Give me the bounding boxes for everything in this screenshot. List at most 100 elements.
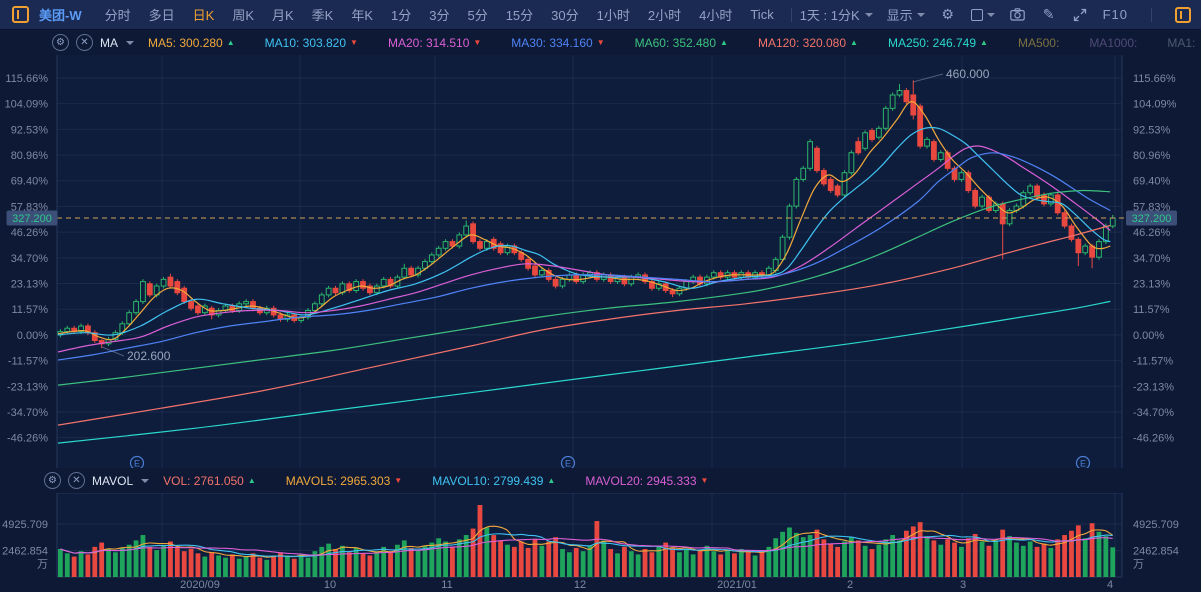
mavol-indicator-bar: ⚙ ✕ MAVOL VOL: 2761.050 ▲ MAVOL5: 2965.303…	[0, 468, 1201, 493]
svg-text:460.000: 460.000	[946, 67, 990, 81]
tab-月K[interactable]: 月K	[271, 8, 294, 23]
ma-line-ma10	[57, 126, 1111, 336]
indicator-value-ma60[interactable]: MA60: 352.480 ▲	[634, 35, 728, 50]
svg-text:46.26%: 46.26%	[11, 227, 49, 239]
chevron-down-icon	[916, 12, 925, 17]
indicator-value-ma30[interactable]: MA30: 334.160 ▼	[511, 35, 605, 50]
layout-box-icon	[970, 8, 983, 21]
tab-3分[interactable]: 3分	[429, 8, 450, 23]
ma-lines	[57, 101, 1111, 444]
right-panel-toggle-icon[interactable]	[1175, 6, 1191, 23]
ma-values: MA5: 300.280 ▲ MA10: 303.820 ▼ MA20: 314.510…	[148, 36, 1201, 50]
fullscreen-icon[interactable]	[1072, 7, 1088, 23]
indicator-value-ma120[interactable]: MA120: 320.080 ▲	[757, 35, 858, 50]
svg-text:92.53%: 92.53%	[1133, 124, 1171, 136]
svg-text:34.70%: 34.70%	[11, 253, 49, 265]
svg-text:-46.26%: -46.26%	[7, 433, 48, 445]
up-arrow-icon: ▲	[226, 38, 235, 47]
indicator-close-icon[interactable]: ✕	[76, 34, 93, 51]
draw-pencil-icon[interactable]: ✎	[1042, 6, 1055, 22]
svg-text:69.40%: 69.40%	[1133, 176, 1171, 188]
stock-name[interactable]: 美团-W	[39, 8, 82, 23]
tab-1小时[interactable]: 1小时	[596, 8, 630, 23]
svg-text:2020/09: 2020/09	[180, 579, 220, 591]
svg-text:80.96%: 80.96%	[11, 150, 49, 162]
indicator-value-ma5[interactable]: MA5: 300.280 ▲	[148, 35, 235, 50]
tab-30分[interactable]: 30分	[551, 8, 579, 23]
svg-text:万: 万	[37, 559, 48, 571]
custom-period-dropdown[interactable]: 1天 : 1分K	[800, 5, 873, 24]
svg-text:34.70%: 34.70%	[1133, 253, 1171, 265]
tab-年K[interactable]: 年K	[351, 8, 373, 23]
display-dropdown[interactable]: 显示	[887, 5, 925, 24]
indicator-value-ma10[interactable]: MA10: 303.820 ▼	[264, 35, 358, 50]
svg-text:327.200: 327.200	[12, 213, 52, 225]
tab-日K[interactable]: 日K	[192, 8, 215, 23]
layout-dropdown[interactable]	[970, 8, 995, 21]
tab-15分[interactable]: 15分	[505, 8, 534, 23]
svg-text:E: E	[134, 459, 140, 469]
svg-text:万: 万	[1133, 559, 1144, 571]
mavol-line-mavol5	[60, 525, 1114, 558]
svg-text:-11.57%: -11.57%	[8, 356, 48, 368]
svg-text:23.13%: 23.13%	[1133, 279, 1171, 291]
date-axis-labels: 2020/09 10 11 12 2021/01 2 3 4	[180, 579, 1113, 591]
svg-text:69.40%: 69.40%	[11, 176, 49, 188]
percent-axis-labels: 115.66% 115.66% 104.09% 104.09% 92.53% 92.53%…	[5, 73, 1177, 445]
tab-季K[interactable]: 季K	[311, 8, 334, 23]
main-plot-area[interactable]	[57, 55, 1122, 472]
indicator-value-mavol10[interactable]: MAVOL10: 2799.439 ▲	[432, 473, 556, 488]
indicator-settings-icon[interactable]: ⚙	[44, 472, 61, 489]
indicator-name[interactable]: MAVOL	[92, 473, 134, 488]
tab-周K[interactable]: 周K	[232, 8, 254, 23]
svg-text:-23.13%: -23.13%	[7, 381, 48, 393]
chevron-down-icon[interactable]	[141, 478, 150, 483]
svg-text:4: 4	[1107, 579, 1113, 591]
indicator-name[interactable]: MA	[100, 35, 118, 50]
svg-text:23.13%: 23.13%	[11, 279, 49, 291]
tab-5分[interactable]: 5分	[467, 8, 488, 23]
volume-axis-labels: 4925.709 4925.7092462.854 2462.854万万	[2, 519, 1179, 571]
svg-text:-34.70%: -34.70%	[7, 407, 48, 419]
svg-text:-11.57%: -11.57%	[1133, 356, 1173, 368]
svg-text:57.83%: 57.83%	[1133, 201, 1171, 213]
tab-多日[interactable]: 多日	[148, 8, 175, 23]
tab-1分[interactable]: 1分	[391, 8, 412, 23]
tab-分时[interactable]: 分时	[104, 8, 131, 23]
indicator-value-mavol5[interactable]: MAVOL5: 2965.303 ▼	[285, 473, 403, 488]
indicator-close-icon[interactable]: ✕	[68, 472, 85, 489]
chevron-down-icon[interactable]	[126, 40, 134, 45]
mavol-line-mavol20	[60, 536, 1113, 556]
svg-text:11.57%: 11.57%	[1133, 304, 1170, 316]
tab-Tick[interactable]: Tick	[750, 7, 774, 22]
svg-text:-34.70%: -34.70%	[1133, 407, 1174, 419]
indicator-value-ma1000[interactable]: MA1000:	[1089, 35, 1138, 50]
indicator-value-ma20[interactable]: MA20: 314.510 ▼	[387, 35, 482, 50]
ma-line-ma250	[57, 300, 1111, 444]
svg-text:104.09%: 104.09%	[1133, 99, 1177, 111]
up-arrow-icon: ▲	[247, 476, 256, 485]
camera-icon[interactable]	[1010, 7, 1026, 23]
tab-2小时[interactable]: 2小时	[647, 8, 682, 23]
up-arrow-icon: ▲	[980, 38, 988, 47]
indicator-value-vol[interactable]: VOL: 2761.050 ▲	[163, 473, 256, 488]
toolbar-divider	[1151, 7, 1152, 22]
up-arrow-icon: ▲	[547, 476, 556, 485]
volume-bars	[58, 505, 1116, 577]
indicator-value-ma500[interactable]: MA500:	[1017, 35, 1060, 50]
svg-text:2: 2	[847, 579, 853, 591]
indicator-value-ma250[interactable]: MA250: 246.749 ▲	[887, 35, 988, 50]
indicator-value-mavol20[interactable]: MAVOL20: 2945.333 ▼	[585, 473, 709, 488]
svg-text:46.26%: 46.26%	[1133, 227, 1171, 239]
svg-text:2021/01: 2021/01	[717, 579, 757, 591]
indicator-settings-icon[interactable]: ⚙	[52, 34, 69, 51]
svg-text:2462.854: 2462.854	[1133, 546, 1179, 558]
sidebar-toggle-icon[interactable]	[12, 6, 29, 23]
settings-gear-icon[interactable]: ⚙	[941, 6, 954, 22]
tab-4小时[interactable]: 4小时	[699, 8, 733, 23]
f10-button[interactable]: F10	[1102, 7, 1128, 22]
down-arrow-icon: ▼	[700, 476, 709, 485]
down-arrow-icon: ▼	[596, 38, 605, 47]
indicator-value-ma1[interactable]: MA1:	[1167, 35, 1196, 50]
